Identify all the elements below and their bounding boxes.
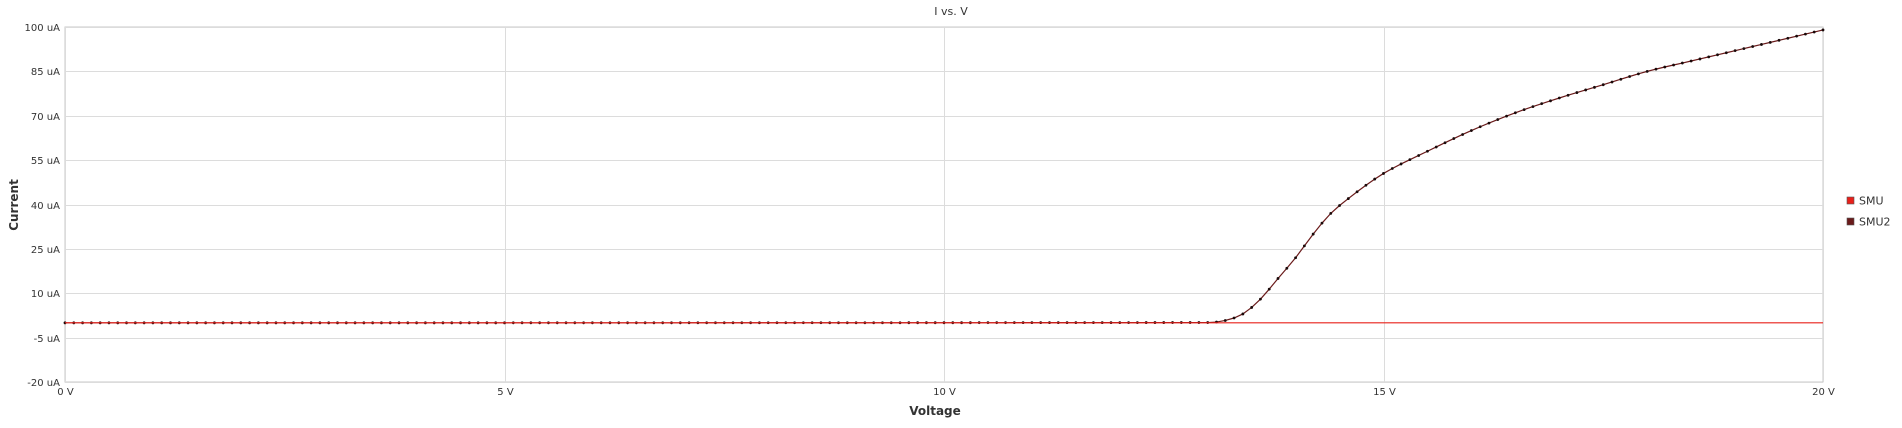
- data-point: [1390, 167, 1394, 170]
- data-point: [1557, 96, 1561, 100]
- data-point: [1821, 28, 1825, 32]
- legend-swatch: [1846, 217, 1855, 226]
- y-axis-title: Current: [7, 179, 21, 231]
- data-point: [1716, 53, 1719, 57]
- legend-label: SMU2: [1859, 216, 1891, 229]
- data-point: [1593, 85, 1596, 89]
- x-tick-label: 20 V: [1812, 387, 1835, 398]
- data-point: [1768, 40, 1772, 44]
- data-point: [1575, 91, 1579, 94]
- data-point: [1338, 204, 1341, 207]
- data-point: [1733, 49, 1737, 53]
- data-point: [1566, 93, 1570, 97]
- data-point: [1513, 111, 1517, 115]
- data-point: [1628, 75, 1632, 78]
- data-point: [1285, 266, 1289, 270]
- x-tick-labels: 0 V 5 V 10 V 15 V 20 V: [57, 387, 1835, 398]
- y-tick-labels: -20 uA -5 uA 10 uA 25 uA 40 uA 55 uA 70 uA 85 u…: [25, 23, 61, 389]
- data-point: [1487, 121, 1491, 125]
- legend-item-smu2[interactable]: SMU2: [1846, 216, 1891, 229]
- data-point: [1329, 211, 1333, 215]
- data-point: [1786, 36, 1790, 40]
- data-point: [1294, 256, 1297, 260]
- data-point: [1355, 190, 1359, 194]
- data-point: [1812, 30, 1816, 34]
- data-point: [1795, 34, 1799, 38]
- x-tick-label: 0 V: [57, 387, 74, 398]
- y-tick-label: 55 uA: [31, 156, 60, 167]
- data-point: [1373, 177, 1377, 181]
- data-point: [1505, 114, 1508, 118]
- data-point: [1663, 65, 1667, 69]
- data-point: [1601, 83, 1605, 87]
- data-point: [1540, 102, 1544, 106]
- grid-lines: [64, 26, 1824, 383]
- data-point: [1522, 108, 1526, 112]
- y-tick-label: 10 uA: [31, 289, 60, 300]
- data-point: [1302, 244, 1306, 248]
- data-point: [1689, 59, 1693, 63]
- y-tick-label: 70 uA: [31, 112, 60, 123]
- data-point: [1276, 277, 1280, 280]
- data-point: [1426, 149, 1429, 153]
- data-point: [1320, 221, 1324, 225]
- x-tick-label: 5 V: [497, 387, 514, 398]
- data-point: [1549, 99, 1552, 103]
- data-point: [1531, 105, 1535, 108]
- x-axis-title: Voltage: [909, 404, 961, 418]
- data-point: [1346, 197, 1350, 200]
- data-point: [1470, 129, 1473, 132]
- legend-label: SMU: [1859, 195, 1884, 208]
- data-point: [1267, 287, 1271, 291]
- data-point: [1364, 183, 1368, 187]
- data-point: [1680, 61, 1684, 65]
- data-point: [1434, 145, 1438, 149]
- data-point: [1645, 69, 1649, 73]
- data-point: [1241, 312, 1245, 316]
- chart-title: I vs. V: [934, 5, 968, 18]
- data-point: [1610, 80, 1614, 84]
- data-point: [1619, 77, 1623, 81]
- data-point: [1584, 88, 1588, 92]
- legend-item-smu[interactable]: SMU: [1846, 195, 1884, 208]
- data-point: [1382, 172, 1385, 175]
- legend-swatch: [1846, 196, 1855, 205]
- data-point: [1232, 316, 1236, 320]
- legend[interactable]: SMU SMU2: [1846, 195, 1891, 229]
- data-point: [1496, 118, 1500, 121]
- data-point: [1399, 162, 1403, 166]
- data-point: [1751, 45, 1755, 48]
- data-point: [1223, 319, 1227, 322]
- data-point: [1698, 57, 1702, 61]
- y-tick-label: -20 uA: [27, 378, 60, 389]
- data-point: [1452, 137, 1456, 140]
- series-layer: [63, 28, 1825, 325]
- x-tick-label: 15 V: [1373, 387, 1396, 398]
- data-point: [1707, 55, 1711, 59]
- data-point: [1443, 141, 1447, 145]
- data-point: [1654, 67, 1658, 71]
- y-tick-label: 25 uA: [31, 245, 60, 256]
- data-point: [1478, 125, 1482, 129]
- y-tick-label: -5 uA: [34, 334, 60, 345]
- data-point: [1311, 232, 1315, 236]
- data-point: [1760, 43, 1763, 46]
- data-point: [1777, 38, 1781, 42]
- y-tick-label: 40 uA: [31, 201, 60, 212]
- data-point: [1724, 51, 1728, 55]
- y-tick-label: 85 uA: [31, 67, 60, 78]
- x-tick-label: 10 V: [933, 387, 956, 398]
- data-point: [1742, 47, 1746, 50]
- data-point: [1637, 72, 1640, 76]
- data-point: [1259, 297, 1262, 301]
- data-point: [1250, 306, 1254, 309]
- data-point: [1672, 63, 1675, 67]
- data-point: [1804, 32, 1807, 36]
- data-point: [1408, 158, 1412, 162]
- data-point: [1461, 133, 1465, 136]
- data-point: [1417, 154, 1421, 157]
- y-tick-label: 100 uA: [25, 23, 61, 34]
